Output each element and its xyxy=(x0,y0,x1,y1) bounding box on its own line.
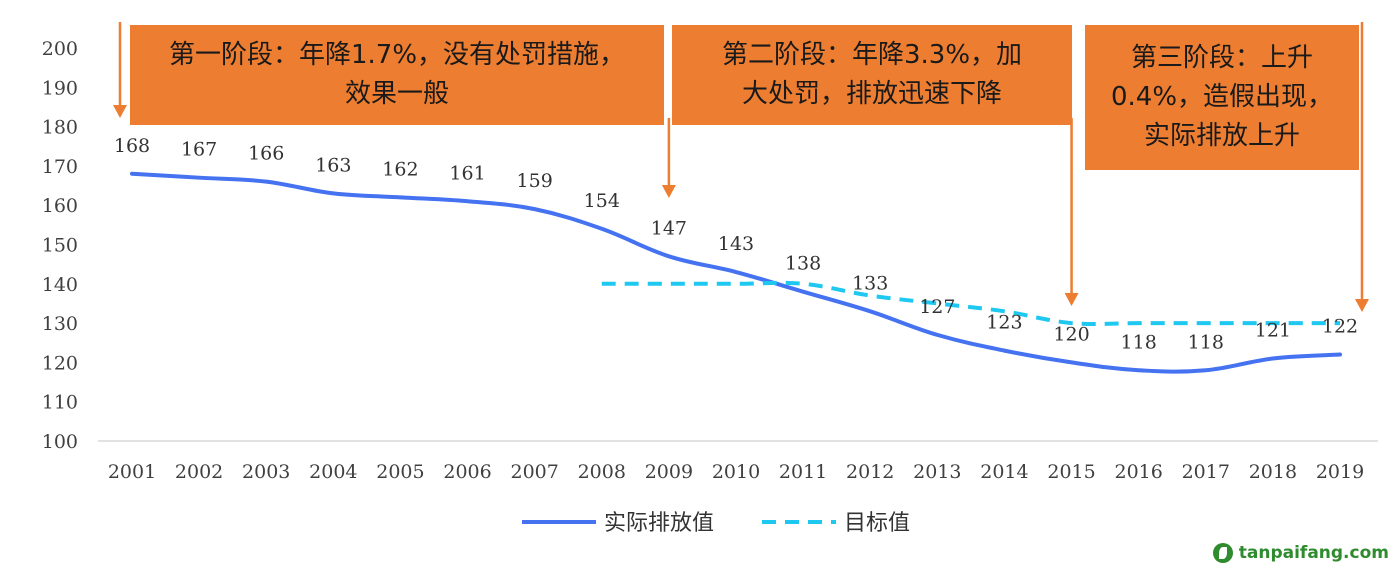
data-label: 133 xyxy=(852,272,888,294)
x-tick-label: 2011 xyxy=(779,461,827,483)
x-tick-label: 2009 xyxy=(645,461,693,483)
x-tick-label: 2018 xyxy=(1249,461,1297,483)
chart-series-layer xyxy=(130,171,1342,374)
data-label: 168 xyxy=(114,135,150,157)
legend-label-1: 实际排放值 xyxy=(604,511,714,536)
x-tick-label: 2016 xyxy=(1114,461,1162,483)
annotation-arrow-head xyxy=(661,185,676,198)
y-tick-label: 130 xyxy=(42,313,78,335)
annotation-arrow-head xyxy=(1064,293,1079,306)
series-line-1 xyxy=(130,171,1342,374)
stage-3-callout-line-3: 实际排放上升 xyxy=(1143,121,1300,151)
y-tick-label: 190 xyxy=(42,77,78,99)
data-labels-layer: 168 167 166 163 162 161 159 154 147 143 138 133 127 1… xyxy=(114,135,1358,354)
x-tick-label: 2015 xyxy=(1047,461,1095,483)
y-tick-label: 120 xyxy=(42,352,78,374)
watermark: tanpaifang.com xyxy=(1212,543,1389,563)
series-line-2 xyxy=(601,280,1340,327)
data-label: 121 xyxy=(1255,319,1291,341)
data-label: 120 xyxy=(1053,323,1089,345)
x-tick-label: 2006 xyxy=(443,461,491,483)
stage-1-callout-line-1: 第一阶段：年降1.7%，没有处罚措施， xyxy=(168,40,626,70)
data-label: 122 xyxy=(1322,316,1358,338)
x-tick-label: 2019 xyxy=(1316,461,1364,483)
legend-label-2: 目标值 xyxy=(844,511,910,536)
data-label: 159 xyxy=(517,170,553,192)
y-tick-label: 100 xyxy=(42,431,78,453)
x-tick-label: 2002 xyxy=(175,461,223,483)
annotation-arrow-head xyxy=(1355,299,1369,312)
y-tick-label: 170 xyxy=(42,156,78,178)
data-label: 147 xyxy=(651,217,687,239)
x-tick-label: 2007 xyxy=(510,461,558,483)
stage-2-callout-line-1: 第二阶段：年降3.3%，加 xyxy=(721,40,1023,70)
data-label: 162 xyxy=(382,158,418,180)
y-tick-label: 160 xyxy=(42,195,78,217)
annotation-arrows-layer xyxy=(113,22,1369,312)
data-label: 163 xyxy=(315,154,351,176)
x-tick-label: 2004 xyxy=(309,461,357,483)
stage-1-callout: 第一阶段：年降1.7%，没有处罚措施， 效果一般 xyxy=(130,25,664,125)
data-label: 161 xyxy=(449,162,485,184)
x-tick-label: 2017 xyxy=(1182,461,1230,483)
data-label: 143 xyxy=(718,233,754,255)
x-tick-label: 2014 xyxy=(980,461,1028,483)
stage-2-callout: 第二阶段：年降3.3%，加 大处罚，排放迅速下降 xyxy=(672,25,1072,125)
x-tick-label: 2008 xyxy=(578,461,626,483)
stage-3-callout-line-1: 第三阶段：上升 xyxy=(1130,43,1313,73)
data-label: 118 xyxy=(1188,331,1224,353)
stage-3-callout: 第三阶段：上升 0.4%，造假出现， 实际排放上升 xyxy=(1085,25,1359,170)
y-tick-label: 140 xyxy=(42,274,78,296)
data-label: 154 xyxy=(584,190,620,212)
annotation-arrow-head xyxy=(113,105,127,118)
stage-3-callout-line-2: 0.4%，造假出现， xyxy=(1110,82,1334,112)
data-label: 123 xyxy=(986,312,1022,334)
data-label: 127 xyxy=(919,296,955,318)
x-tick-label: 2010 xyxy=(712,461,760,483)
x-tick-label: 2005 xyxy=(376,461,424,483)
leaf-logo-icon xyxy=(1212,543,1233,563)
stage-1-callout-line-2: 效果一般 xyxy=(344,79,449,109)
data-label: 138 xyxy=(785,253,821,275)
x-tick-label: 2012 xyxy=(846,461,894,483)
x-tick-label: 2003 xyxy=(242,461,290,483)
data-label: 167 xyxy=(181,139,217,161)
watermark-text: tanpaifang.com xyxy=(1238,543,1389,563)
y-tick-label: 200 xyxy=(42,38,78,60)
chart-axes: 100 110 120 130 140 150 160 170 180 190 200 2001 200… xyxy=(42,38,1378,483)
y-tick-label: 150 xyxy=(42,235,78,257)
y-tick-label: 180 xyxy=(42,117,78,139)
data-label: 166 xyxy=(248,143,284,165)
data-label: 118 xyxy=(1121,331,1157,353)
y-tick-label: 110 xyxy=(42,392,78,414)
chart-legend: 实际排放值 目标值 xyxy=(522,511,910,536)
stage-2-callout-line-2: 大处罚，排放迅速下降 xyxy=(741,79,1002,109)
x-tick-label: 2013 xyxy=(913,461,961,483)
x-tick-label: 2001 xyxy=(108,461,156,483)
